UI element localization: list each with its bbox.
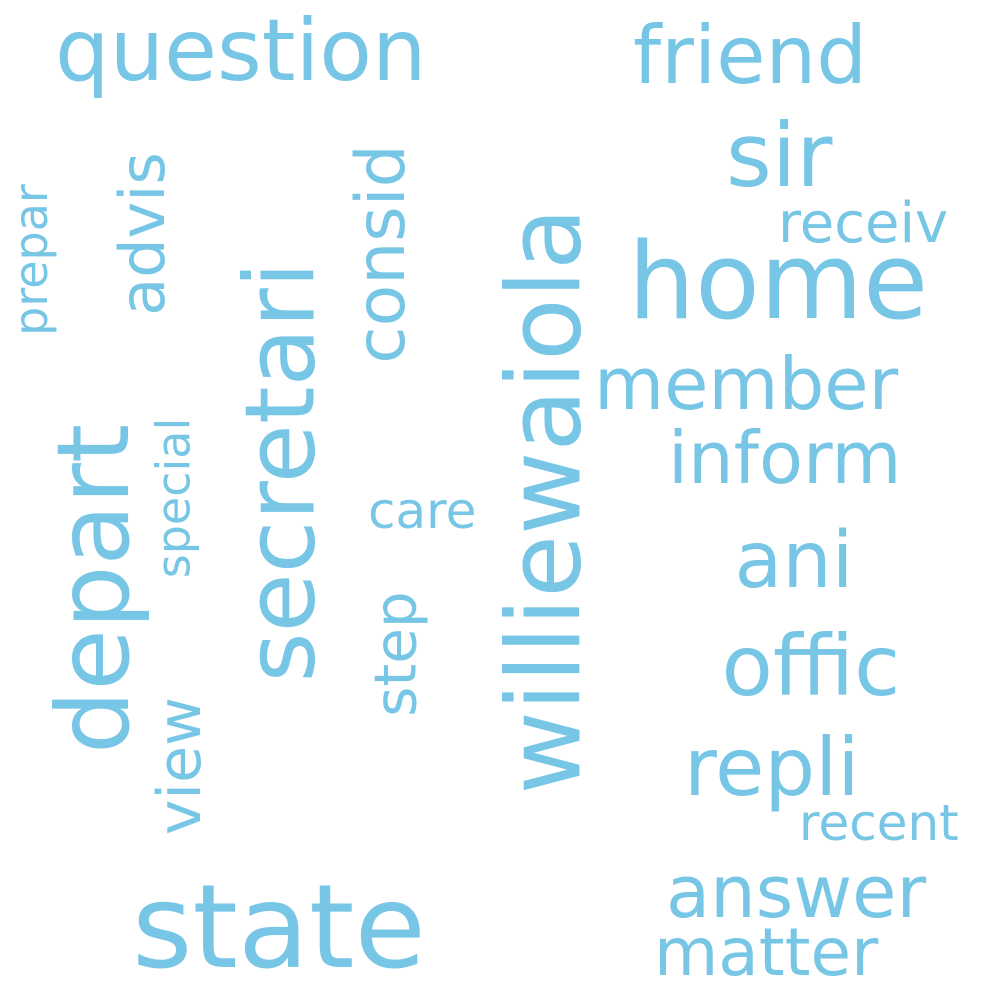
word-ani: ani: [734, 516, 854, 606]
word-sir: sir: [726, 104, 833, 207]
word-state: state: [132, 860, 426, 995]
word-question: question: [55, 1, 427, 101]
word-prepar: prepar: [3, 184, 58, 336]
word-consid: consid: [341, 144, 421, 364]
word-care: care: [368, 482, 477, 540]
word-answer: answer: [666, 850, 927, 934]
word-view: view: [145, 696, 216, 836]
word-receiv: receiv: [778, 191, 949, 256]
word-repli: repli: [684, 721, 860, 814]
word-inform: inform: [668, 416, 902, 500]
word-williewaiola: williewaiola: [485, 207, 605, 795]
word-recent: recent: [799, 794, 959, 852]
word-secretari: secretari: [223, 261, 336, 683]
word-friend: friend: [633, 9, 867, 102]
word-special: special: [145, 417, 200, 579]
word-offic: offic: [721, 617, 901, 715]
word-matter: matter: [654, 914, 879, 991]
word-member: member: [594, 342, 899, 426]
word-step: step: [361, 591, 430, 717]
word-depart: depart: [35, 423, 153, 755]
word-advis: advis: [105, 152, 179, 316]
word-home: home: [628, 220, 929, 343]
